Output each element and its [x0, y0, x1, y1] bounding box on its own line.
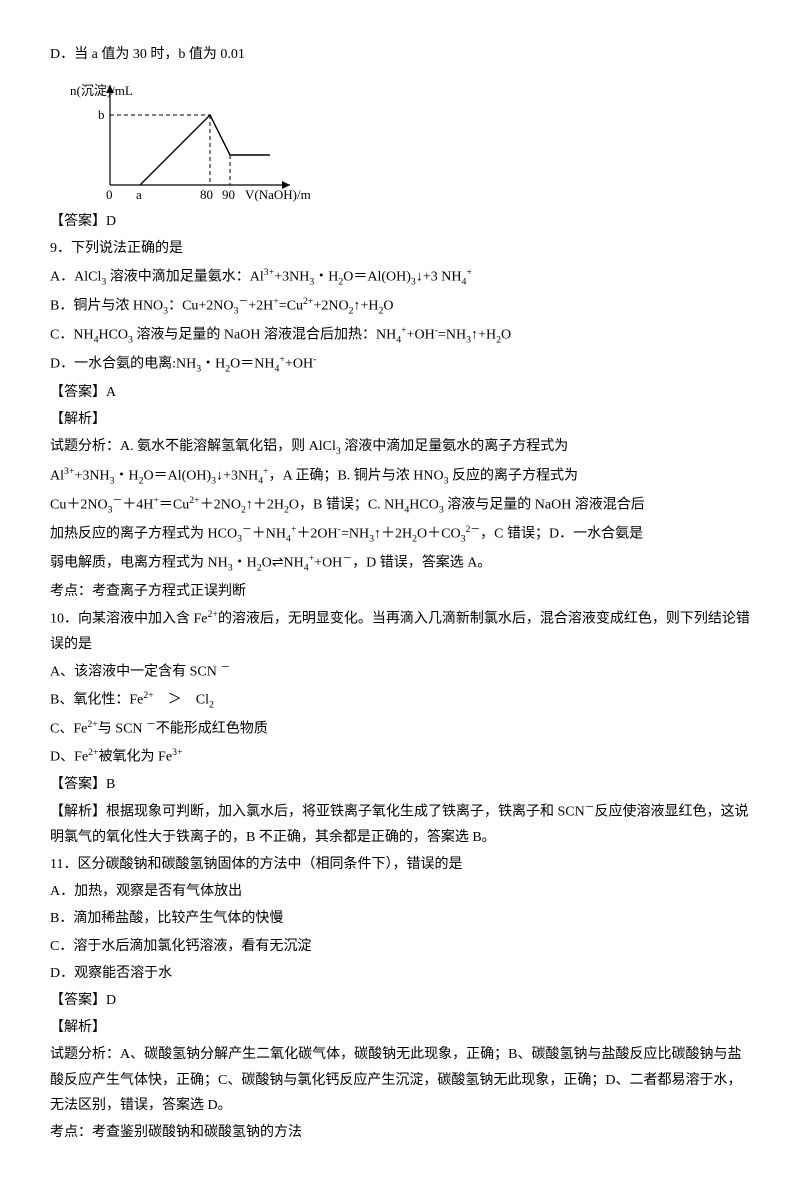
q11-explain-head: 【解析】 [50, 1015, 750, 1040]
q9-opt-a: A．AlCl3 溶液中滴加足量氨水：Al3++3NH3・H2O＝Al(OH)3↓… [50, 264, 750, 291]
q11-opt-c: C．溶于水后滴加氯化钙溶液，看有无沉淀 [50, 934, 750, 959]
chart-tick-0: 0 [106, 187, 113, 202]
q9-opt-d: D．一水合氨的电离:NH3・H2O＝NH4++OH- [50, 351, 750, 378]
q9-explain-5: 弱电解质，电离方程式为 NH3・H2O⇌NH4++OH－，D 错误，答案选 A。 [50, 550, 750, 577]
q9-explain-2: Al3++3NH3・H2O＝Al(OH)3↓+3NH4+，A 正确；B. 铜片与… [50, 463, 750, 490]
q11-opt-b: B．滴加稀盐酸，比较产生气体的快慢 [50, 906, 750, 931]
q11-answer: 【答案】D [50, 988, 750, 1013]
q9-kaodian: 考点：考查离子方程式正误判断 [50, 579, 750, 604]
q10-opt-d: D、Fe2+被氧化为 Fe3+ [50, 744, 750, 770]
q9-opt-c: C．NH4HCO3 溶液与足量的 NaOH 溶液混合后加热：NH4++OH-=N… [50, 322, 750, 349]
q8-answer: 【答案】D [50, 209, 750, 234]
chart-y-label: n(沉淀)/mL [70, 83, 133, 98]
q11-kaodian: 考点：考查鉴别碳酸钠和碳酸氢钠的方法 [50, 1120, 750, 1145]
precipitate-chart: n(沉淀)/mL b 0 a 80 90 V(NaOH)/mL [70, 75, 750, 205]
q9-opt-b: B．铜片与浓 HNO3：Cu+2NO3－+2H+=Cu2++2NO2↑+H2O [50, 293, 750, 320]
q10-opt-b: B、氧化性：Fe2+ ＞ Cl2 [50, 687, 750, 714]
chart-x-label: V(NaOH)/mL [245, 187, 310, 202]
q8-option-d: D．当 a 值为 30 时，b 值为 0.01 [50, 42, 750, 67]
q9-explain-3: Cu＋2NO3－＋4H+＝Cu2+＋2NO2↑＋2H2O，B 错误；C. NH4… [50, 492, 750, 519]
q10-answer: 【答案】B [50, 772, 750, 797]
chart-tick-80: 80 [200, 187, 213, 202]
q10-explain: 【解析】根据现象可判断，加入氯水后，将亚铁离子氧化生成了铁离子，铁离子和 SCN… [50, 799, 750, 850]
q9-explain-1: 试题分析：A. 氨水不能溶解氢氧化铝，则 AlCl3 溶液中滴加足量氨水的离子方… [50, 434, 750, 460]
q11-explain: 试题分析：A、碳酸氢钠分解产生二氧化碳气体，碳酸钠无此现象，正确；B、碳酸氢钠与… [50, 1042, 750, 1118]
q10-opt-a: A、该溶液中一定含有 SCN － [50, 659, 750, 685]
q11-stem: 11．区分碳酸钠和碳酸氢钠固体的方法中（相同条件下），错误的是 [50, 852, 750, 877]
chart-tick-b: b [98, 107, 105, 122]
q10-stem: 10．向某溶液中加入含 Fe2+的溶液后，无明显变化。当再滴入几滴新制氯水后，混… [50, 606, 750, 657]
q11-opt-d: D．观察能否溶于水 [50, 961, 750, 986]
q9-explain-head: 【解析】 [50, 407, 750, 432]
q9-explain-4: 加热反应的离子方程式为 HCO3－＋NH4+＋2OH-=NH3↑＋2H2O＋CO… [50, 521, 750, 548]
q11-opt-a: A．加热，观察是否有气体放出 [50, 879, 750, 904]
chart-tick-90: 90 [222, 187, 235, 202]
chart-tick-a: a [136, 187, 142, 202]
q9-answer: 【答案】A [50, 380, 750, 405]
q9-stem: 9．下列说法正确的是 [50, 236, 750, 261]
q10-opt-c: C、Fe2+与 SCN －不能形成红色物质 [50, 716, 750, 742]
